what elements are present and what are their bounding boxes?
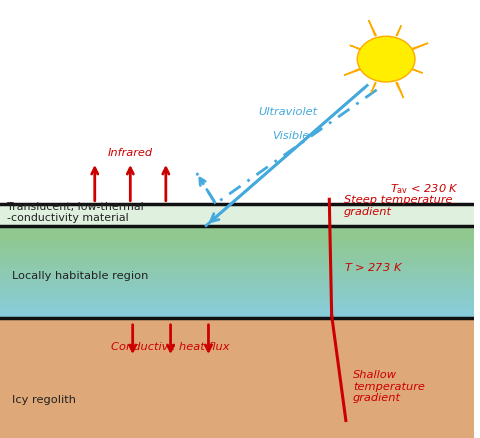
- Bar: [0, 302, 474, 304]
- Bar: [0, 237, 474, 238]
- Bar: [0, 232, 474, 233]
- Bar: [0, 226, 474, 227]
- Text: $T_{\mathrm{av}}$ < 230 K: $T_{\mathrm{av}}$ < 230 K: [390, 182, 459, 196]
- Bar: [0, 313, 474, 314]
- Text: Conductive heat flux: Conductive heat flux: [111, 342, 230, 352]
- Bar: [0, 255, 474, 256]
- Bar: [0, 262, 474, 264]
- Polygon shape: [396, 25, 401, 36]
- Bar: [0, 273, 474, 275]
- Ellipse shape: [357, 36, 415, 82]
- Polygon shape: [350, 45, 361, 50]
- Text: Translucent, low-thermal
-conductivity material: Translucent, low-thermal -conductivity m…: [7, 201, 144, 223]
- Bar: [0, 249, 474, 250]
- Bar: [0, 300, 474, 302]
- Bar: [0, 305, 474, 307]
- Bar: [0, 290, 474, 292]
- Bar: [0, 251, 474, 253]
- Bar: [0, 256, 474, 258]
- Bar: [0, 299, 474, 301]
- Bar: [0, 287, 474, 289]
- Bar: [0, 286, 474, 287]
- Bar: [0, 233, 474, 235]
- Bar: [0, 278, 474, 279]
- Bar: [0, 253, 474, 255]
- Bar: [0, 289, 474, 290]
- Bar: [0, 276, 474, 278]
- Bar: [0, 316, 474, 318]
- Bar: [0, 314, 474, 316]
- Bar: [0, 227, 474, 229]
- Bar: [0, 295, 474, 296]
- Bar: [0, 304, 474, 305]
- Bar: [0, 239, 474, 241]
- Text: Steep temperature
gradient: Steep temperature gradient: [344, 195, 452, 217]
- Text: $T$ > 273 K: $T$ > 273 K: [344, 261, 403, 273]
- Bar: [0, 238, 474, 239]
- Bar: [0, 283, 474, 284]
- Polygon shape: [411, 43, 428, 50]
- Bar: [0, 245, 474, 247]
- Bar: [0, 318, 474, 438]
- Bar: [0, 244, 474, 245]
- Bar: [0, 272, 474, 273]
- Text: Infrared: Infrared: [108, 148, 153, 158]
- Bar: [0, 0, 474, 204]
- Text: Shallow
temperature
gradient: Shallow temperature gradient: [353, 370, 425, 403]
- Bar: [0, 241, 474, 243]
- Text: Visible: Visible: [273, 131, 310, 141]
- Bar: [0, 259, 474, 261]
- Bar: [0, 204, 474, 226]
- Text: Locally habitable region: Locally habitable region: [12, 271, 148, 281]
- Bar: [0, 275, 474, 276]
- Polygon shape: [371, 82, 376, 93]
- Bar: [0, 298, 474, 299]
- Text: Ultraviolet: Ultraviolet: [258, 107, 317, 117]
- Polygon shape: [411, 68, 422, 73]
- Bar: [0, 258, 474, 259]
- Bar: [0, 268, 474, 270]
- Bar: [0, 243, 474, 244]
- Polygon shape: [344, 68, 361, 75]
- Bar: [0, 310, 474, 311]
- Bar: [0, 265, 474, 267]
- Bar: [0, 247, 474, 249]
- Bar: [0, 296, 474, 298]
- Bar: [0, 308, 474, 310]
- Bar: [0, 311, 474, 313]
- Polygon shape: [369, 20, 376, 36]
- Bar: [0, 279, 474, 281]
- Bar: [0, 267, 474, 268]
- Bar: [0, 264, 474, 265]
- Bar: [0, 270, 474, 272]
- Bar: [0, 230, 474, 232]
- Bar: [0, 261, 474, 262]
- Bar: [0, 293, 474, 295]
- Polygon shape: [396, 82, 404, 98]
- Bar: [0, 284, 474, 286]
- Bar: [0, 250, 474, 251]
- Bar: [0, 307, 474, 308]
- Text: Icy regolith: Icy regolith: [12, 395, 76, 405]
- Bar: [0, 235, 474, 237]
- Bar: [0, 229, 474, 230]
- Bar: [0, 281, 474, 283]
- Bar: [0, 292, 474, 293]
